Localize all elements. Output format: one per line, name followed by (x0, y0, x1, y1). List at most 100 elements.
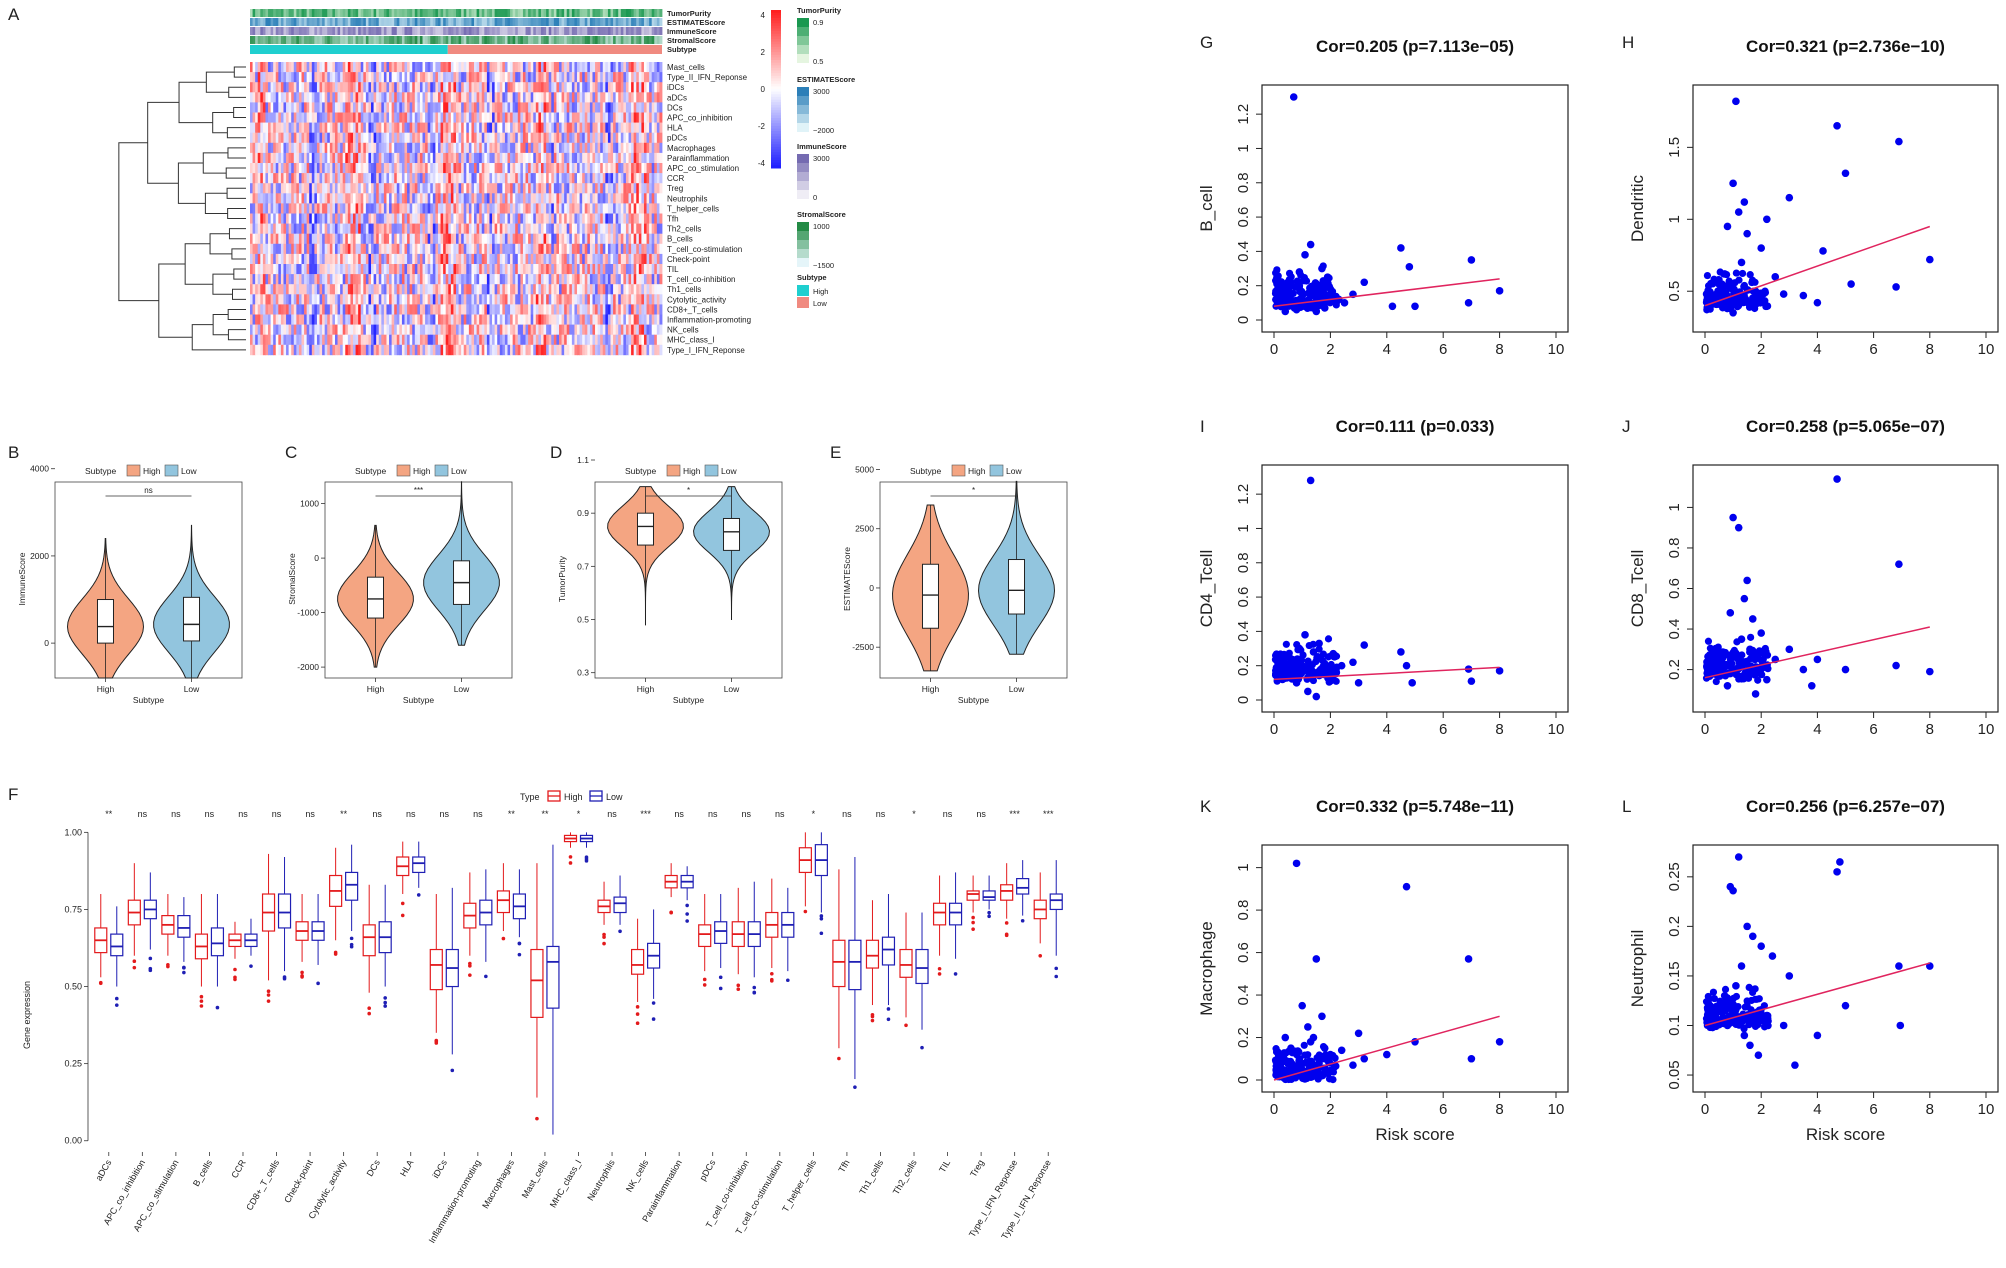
heatmap-cell (610, 314, 614, 325)
heatmap-cell (471, 324, 475, 335)
heatmap-cell (445, 243, 449, 255)
heatmap-cell (260, 92, 264, 103)
heatmap-cell (255, 324, 259, 335)
heatmap-cell (448, 203, 452, 214)
heatmap-cell (414, 233, 418, 245)
heatmap-cell (383, 324, 387, 335)
heatmap-cell (522, 274, 526, 285)
heatmap-cell (332, 163, 336, 174)
heatmap-cell (605, 112, 609, 123)
heatmap-cell (311, 132, 315, 144)
heatmap-cell (329, 122, 333, 133)
heatmap-cell (419, 233, 423, 245)
heatmap-cell (633, 62, 637, 73)
heatmap-cell (492, 92, 496, 103)
heatmap-cell (461, 324, 465, 335)
heatmap-cell (373, 314, 377, 325)
heatmap-cell (283, 253, 287, 265)
heatmap-cell (618, 223, 622, 234)
heatmap-cell (347, 203, 351, 214)
annotation-cell (391, 36, 395, 44)
heatmap-cell (255, 284, 259, 295)
heatmap-cell (340, 152, 344, 164)
heatmap-cell (471, 294, 475, 305)
heatmap-cell (476, 163, 480, 174)
heatmap-cell (535, 253, 539, 265)
heatmap-cell (371, 193, 374, 204)
annotation-cell (535, 36, 539, 44)
heatmap-cell (656, 152, 660, 164)
annotation-cell (440, 18, 444, 26)
annotation-cell (522, 18, 526, 26)
heatmap-cell (301, 314, 305, 325)
heatmap-cell (275, 314, 279, 325)
heatmap-cell (450, 132, 454, 144)
heatmap-cell (489, 203, 493, 214)
annotation-cell (574, 18, 578, 26)
heatmap-cell (538, 274, 542, 285)
heatmap-cell (584, 203, 588, 214)
heatmap-cell (252, 173, 256, 184)
heatmap-cell (571, 223, 575, 234)
heatmap-cell (582, 253, 586, 265)
heatmap-cell (383, 102, 387, 113)
heatmap-cell (371, 142, 374, 154)
heatmap-cell (540, 122, 544, 133)
heatmap-cell (499, 142, 503, 154)
heatmap-cell (535, 72, 539, 83)
heatmap-cell (345, 112, 349, 123)
annotation-cell (474, 27, 477, 35)
annotation-cell (381, 9, 385, 17)
heatmap-cell (582, 72, 586, 83)
heatmap-cell (510, 163, 514, 174)
heatmap-cell (543, 173, 547, 184)
heatmap-cell (535, 243, 539, 255)
heatmap-cell (255, 122, 259, 133)
annotation-cell (450, 9, 454, 17)
annotation-cell (265, 9, 269, 17)
heatmap-cell (574, 223, 578, 234)
heatmap-cell (461, 294, 465, 305)
heatmap-cell (257, 294, 261, 305)
heatmap-cell (404, 274, 408, 285)
heatmap-cell (566, 264, 570, 275)
annotation-cell (401, 18, 405, 26)
heatmap-cell (613, 284, 617, 295)
heatmap-cell (345, 183, 349, 194)
heatmap-cell (564, 294, 568, 305)
annotation-cell (656, 18, 660, 26)
heatmap-cell (613, 152, 617, 164)
annotation-cell (386, 36, 390, 44)
heatmap-cell (546, 72, 550, 83)
heatmap-cell (419, 223, 423, 234)
heatmap-cell (474, 183, 477, 194)
heatmap-cell (643, 92, 647, 103)
heatmap-cell (561, 324, 565, 335)
heatmap-cell (633, 213, 637, 224)
heatmap-cell (435, 92, 439, 103)
heatmap-cell (502, 72, 506, 83)
heatmap-cell (389, 183, 393, 194)
heatmap-cell (607, 253, 611, 265)
heatmap-cell (268, 274, 271, 285)
annotation-cell (389, 18, 393, 26)
annotation-cell (360, 18, 364, 26)
heatmap-cell (530, 213, 534, 224)
heatmap-cell (432, 142, 436, 154)
heatmap-cell (584, 264, 588, 275)
heatmap-cell (600, 72, 604, 83)
heatmap-cell (479, 294, 483, 305)
annotation-cell (383, 18, 387, 26)
annotation-cell (499, 36, 503, 44)
heatmap-cell (363, 62, 367, 73)
heatmap-cell (548, 132, 552, 144)
annotation-cell (651, 18, 655, 26)
heatmap-cell (638, 163, 642, 174)
annotation-cell (456, 36, 459, 44)
heatmap-cell (584, 62, 588, 73)
heatmap-cell (293, 284, 297, 295)
heatmap-cell (319, 213, 323, 224)
heatmap-cell (371, 304, 374, 315)
heatmap-cell (257, 152, 261, 164)
heatmap-cell (363, 152, 367, 164)
